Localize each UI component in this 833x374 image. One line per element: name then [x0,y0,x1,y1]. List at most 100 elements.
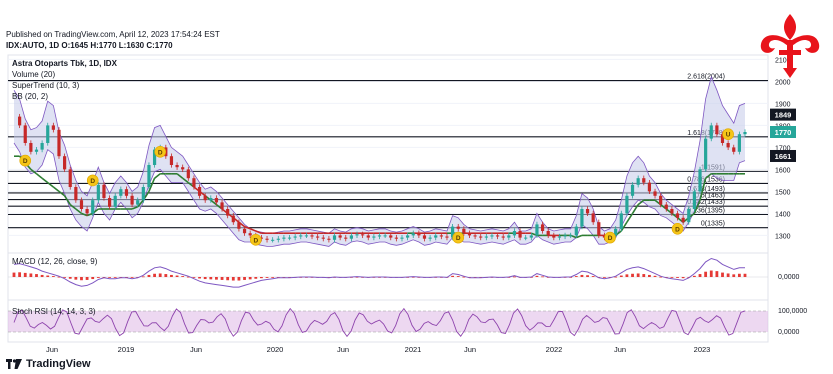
candle-body [141,187,145,201]
candle-body [720,134,725,143]
signal-marker[interactable] [671,223,684,235]
candle-body [57,129,61,157]
candle-body [653,191,657,196]
supertrend-segment [69,203,77,210]
signal-marker[interactable] [452,231,465,244]
candle-body [355,234,359,236]
macd-hist-bar [18,272,22,277]
bollinger-bands [13,75,746,247]
candle-body [299,235,303,237]
candle-body [29,143,33,152]
signal-marker[interactable] [604,231,616,244]
supertrend-segment [249,228,257,232]
macd-hist-bar [46,275,50,277]
price-tick-label: 1900 [775,101,791,108]
candle-body [124,189,129,196]
candle-body [276,238,280,240]
candle-body [389,235,393,238]
time-tick-label: 2021 [405,345,422,354]
signal-marker[interactable] [154,146,166,158]
candle-body [366,235,370,238]
published-info: Published on TradingView.com, April 12, … [6,30,220,39]
macd-hist-bar [108,277,111,278]
stoch-band [8,311,768,332]
candle-body [186,169,190,179]
candle-body [197,187,202,196]
candle-body [501,236,505,238]
macd-hist-bar [153,273,156,277]
macd-hist-bar [198,277,201,279]
candle-body [242,228,247,234]
macd-hist-bar [260,277,263,279]
macd-hist-bar [681,277,685,279]
candle-body [698,169,702,192]
ohlc-readout: IDX:AUTO, 1D O:1645 H:1770 L:1630 C:1770 [6,41,173,50]
macd-hist-bar [636,273,640,277]
signal-markers: D D D D D D D U [19,128,734,246]
time-tick-label: 2022 [546,345,563,354]
macd-hist-bar [743,273,747,277]
fib-label: 0.236(1395) [687,208,725,215]
time-tick-label: 2023 [694,345,711,354]
macd-hist-bar [614,276,618,278]
supertrend-segment [631,204,639,214]
candle-body [51,125,55,130]
signal-marker[interactable] [249,234,262,246]
candle-body [361,234,365,236]
supertrend-segment [137,199,144,208]
macd-hist-bar [68,277,72,279]
candle-body [91,200,95,214]
price-labels: 1849 1770 1661 [770,108,796,162]
supertrend-segment [255,230,262,234]
time-tick-label: Jun [614,345,626,354]
macd-hist-bar [574,276,578,277]
signal-marker[interactable] [722,128,734,140]
candle-body [40,143,44,150]
candle-body [113,195,117,207]
price-tick-label: 1400 [775,211,791,218]
candle-body [46,125,50,143]
candle-body [85,209,89,214]
signal-marker[interactable] [86,174,99,187]
macd-label: MACD (12, 26, close, 9) [12,257,98,266]
indicator-bb: BB (20, 2) [12,92,48,101]
candle-body [625,195,629,214]
supertrend-segment [47,181,54,188]
macd-hist-bar [203,277,207,280]
tradingview-branding[interactable]: TradingView [6,358,91,370]
macd-hist-bar [462,276,466,278]
candle-body [130,195,134,205]
candle-body [203,195,207,201]
candle-body [96,184,100,201]
macd-hist-bar [715,271,719,277]
candle-body [377,235,382,237]
supertrend-segment [75,208,82,215]
price-tick-label: 1700 [775,145,791,152]
macd-hist-bar [209,277,213,280]
macd-hist-bar [653,275,657,277]
fib-label: 2.618(2004) [687,74,725,81]
candle-body [524,237,528,239]
candle-body [484,236,488,238]
candle-body [332,235,337,240]
candle-body [34,149,39,152]
candle-body [451,226,455,238]
candle-body [265,238,269,240]
fib-label: 0(1335) [701,221,725,228]
fib-label: 0.786(1536) [687,176,725,183]
candle-body [647,182,652,192]
macd-hist-bar [51,276,55,277]
supertrend-segment [58,190,66,197]
macd-hist-bar [580,274,584,277]
price-label-text: 1661 [775,152,792,161]
supertrend-segment [81,212,88,217]
macd-hist-bar [541,276,544,278]
macd-hist-bar [80,277,83,281]
candle-body [642,178,646,183]
macd-hist-bar [670,277,674,278]
candle-body [102,184,106,198]
candle-body [540,224,545,231]
candle-body [507,235,511,238]
signal-marker[interactable] [19,154,32,167]
